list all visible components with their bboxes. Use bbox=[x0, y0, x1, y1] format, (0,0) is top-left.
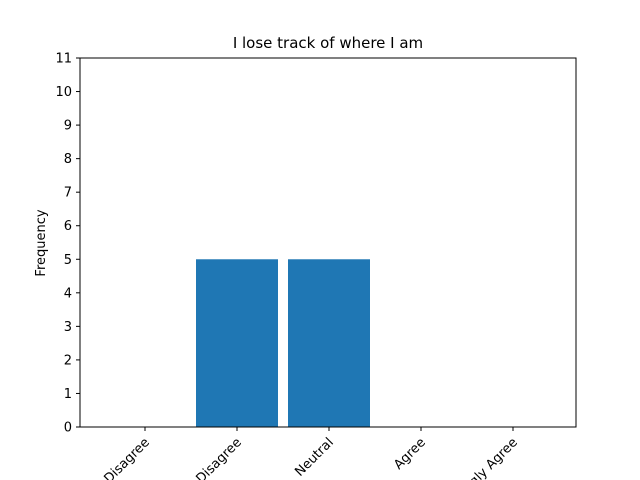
x-tick-label: Strongly Agree bbox=[442, 435, 521, 480]
y-tick-label: 8 bbox=[64, 152, 72, 167]
x-tick-label: Neutral bbox=[292, 435, 337, 480]
y-tick-label: 10 bbox=[55, 85, 72, 100]
y-tick-label: 2 bbox=[64, 353, 72, 368]
y-axis-label: Frequency bbox=[34, 209, 49, 276]
y-tick-label: 11 bbox=[55, 52, 72, 67]
plot-frame bbox=[79, 57, 577, 428]
y-tick-label: 5 bbox=[64, 253, 72, 268]
y-tick-label: 0 bbox=[64, 421, 72, 436]
y-tick-label: 3 bbox=[64, 320, 72, 335]
bar bbox=[288, 259, 370, 427]
y-tick-label: 4 bbox=[64, 286, 72, 301]
x-tick-label: Strongly Disagree bbox=[60, 435, 153, 480]
y-tick-label: 1 bbox=[64, 387, 72, 402]
y-tick-label: 6 bbox=[64, 219, 72, 234]
y-tick-label: 9 bbox=[64, 119, 72, 134]
x-tick-label: Agree bbox=[391, 435, 429, 473]
chart-title: I lose track of where I am bbox=[233, 34, 423, 52]
bar bbox=[196, 259, 278, 427]
y-tick-label: 7 bbox=[64, 186, 72, 201]
x-tick-label: Disagree bbox=[193, 435, 244, 480]
